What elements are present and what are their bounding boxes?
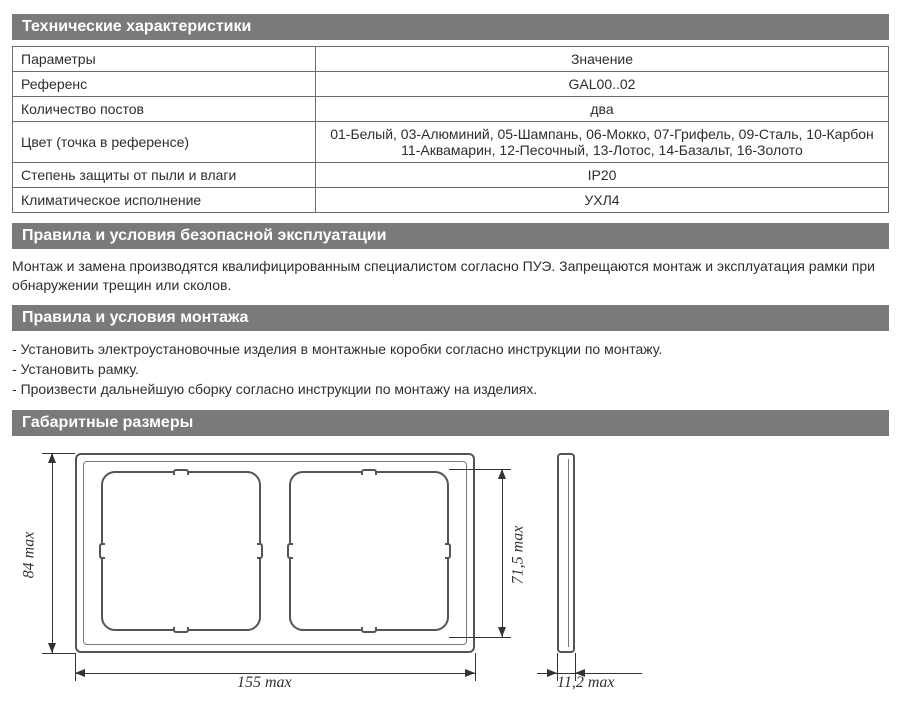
dim-label-inner-height: 71,5 max bbox=[509, 525, 527, 584]
dim-arrow bbox=[498, 627, 506, 637]
section-header-mounting: Правила и условия монтажа bbox=[12, 305, 889, 331]
table-row: Климатическое исполнение УХЛ4 bbox=[13, 188, 889, 213]
notch bbox=[257, 543, 263, 559]
dim-arrow bbox=[547, 669, 557, 677]
dim-ext-line bbox=[42, 453, 75, 454]
dim-label-width: 155 max bbox=[237, 674, 292, 692]
frame-cutout bbox=[289, 471, 449, 631]
side-profile bbox=[557, 453, 575, 653]
table-cell-value: 01-Белый, 03-Алюминий, 05-Шампань, 06-Мо… bbox=[316, 122, 889, 163]
dim-ext-line bbox=[42, 653, 75, 654]
section-header-safety: Правила и условия безопасной эксплуатаци… bbox=[12, 223, 889, 249]
dim-arrow bbox=[498, 469, 506, 479]
dim-line bbox=[502, 469, 503, 637]
notch bbox=[99, 543, 105, 559]
notch bbox=[287, 543, 293, 559]
front-frame bbox=[75, 453, 475, 653]
section-header-tech: Технические характеристики bbox=[12, 14, 889, 40]
safety-text: Монтаж и замена производятся квалифициро… bbox=[12, 257, 889, 295]
dim-line bbox=[52, 453, 53, 653]
table-cell-param: Количество постов bbox=[13, 97, 316, 122]
table-row: Референс GAL00..02 bbox=[13, 72, 889, 97]
dim-label-depth: 11,2 max bbox=[557, 674, 614, 692]
table-row: Количество постов два bbox=[13, 97, 889, 122]
spec-table: Параметры Значение Референс GAL00..02 Ко… bbox=[12, 46, 889, 213]
side-profile-inner bbox=[568, 459, 569, 647]
table-cell-value: УХЛ4 bbox=[316, 188, 889, 213]
dim-ext-line bbox=[475, 653, 476, 681]
table-cell-param: Референс bbox=[13, 72, 316, 97]
dimensional-drawing: 84 max 155 max bbox=[12, 446, 889, 696]
notch bbox=[173, 627, 189, 633]
table-cell-value: GAL00..02 bbox=[316, 72, 889, 97]
dim-ext-line bbox=[449, 637, 511, 638]
notch bbox=[173, 469, 189, 475]
dim-arrow bbox=[75, 669, 85, 677]
list-item: Установить рамку. bbox=[12, 359, 889, 379]
table-cell-param: Степень защиты от пыли и влаги bbox=[13, 163, 316, 188]
list-item: Произвести дальнейшую сборку согласно ин… bbox=[12, 379, 889, 399]
table-cell-param: Цвет (точка в референсе) bbox=[13, 122, 316, 163]
dim-arrow bbox=[48, 643, 56, 653]
table-cell-value: два bbox=[316, 97, 889, 122]
table-cell-param: Климатическое исполнение bbox=[13, 188, 316, 213]
mounting-steps: Установить электроустановочные изделия в… bbox=[12, 339, 889, 400]
dim-arrow bbox=[465, 669, 475, 677]
table-cell-value: IP20 bbox=[316, 163, 889, 188]
table-row: Цвет (точка в референсе) 01-Белый, 03-Ал… bbox=[13, 122, 889, 163]
dim-arrow bbox=[48, 453, 56, 463]
list-item: Установить электроустановочные изделия в… bbox=[12, 339, 889, 359]
table-header-value: Значение bbox=[316, 47, 889, 72]
notch bbox=[361, 469, 377, 475]
notch bbox=[361, 627, 377, 633]
table-row: Параметры Значение bbox=[13, 47, 889, 72]
section-header-dimensions: Габаритные размеры bbox=[12, 410, 889, 436]
dim-label-height: 84 max bbox=[20, 531, 38, 578]
frame-cutout bbox=[101, 471, 261, 631]
table-row: Степень защиты от пыли и влаги IP20 bbox=[13, 163, 889, 188]
notch bbox=[445, 543, 451, 559]
table-header-param: Параметры bbox=[13, 47, 316, 72]
